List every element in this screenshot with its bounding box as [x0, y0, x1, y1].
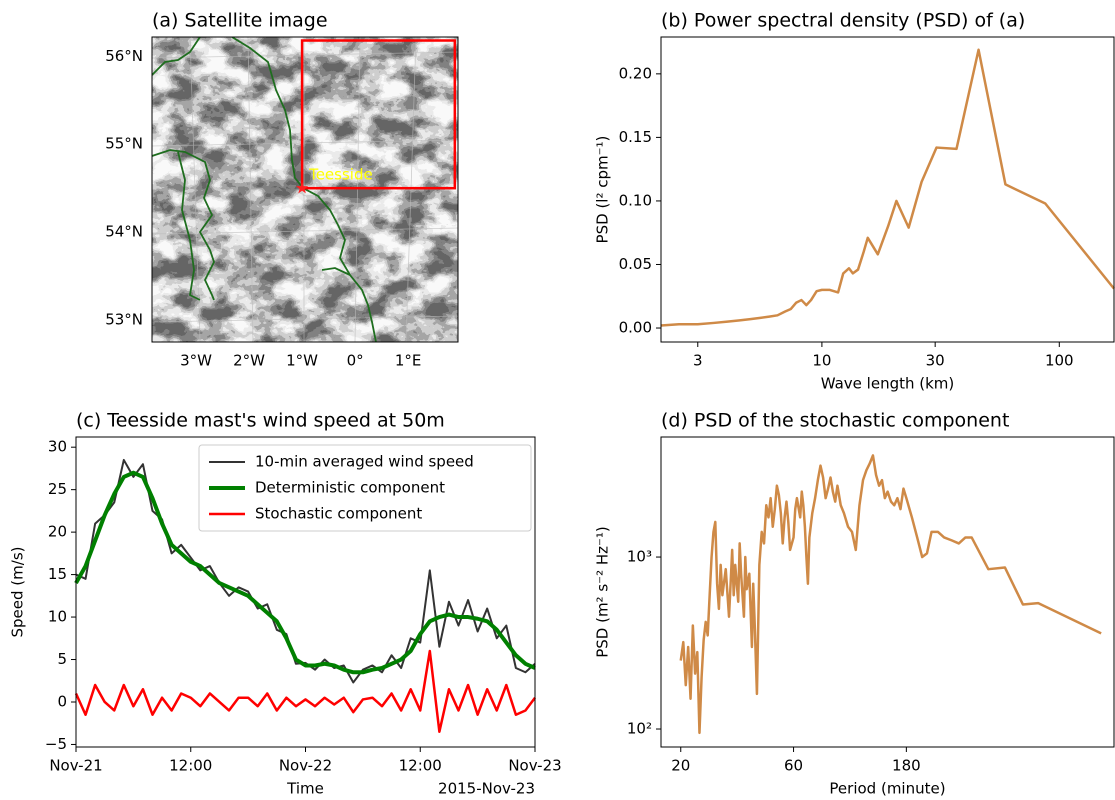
- x-tick-label: 3: [693, 352, 703, 370]
- panel-title: (c) Teesside mast's wind speed at 50m: [76, 410, 445, 432]
- y-tick-label: 0.20: [619, 64, 652, 82]
- data-line: [679, 454, 1102, 735]
- panel-title: (d) PSD of the stochastic component: [661, 410, 1009, 432]
- y-tick-label: 10: [48, 608, 67, 626]
- x-tick-label: 2°W: [233, 352, 265, 370]
- y-tick-label: 25: [48, 480, 67, 498]
- y-tick-label: 30: [48, 438, 67, 456]
- y-tick-label: 56°N: [105, 47, 143, 65]
- y-tick-label: 0.10: [619, 191, 652, 209]
- y-tick-label: 53°N: [105, 311, 143, 329]
- x-tick-label: 1°W: [286, 352, 318, 370]
- x-tick-label: 12:00: [399, 757, 442, 775]
- x-tick-label: 180: [892, 757, 921, 775]
- y-tick-label: 0.05: [619, 255, 652, 273]
- y-tick-label: 20: [48, 523, 67, 541]
- site-label: Teesside: [308, 166, 373, 184]
- panel-title: (b) Power spectral density (PSD) of (a): [661, 10, 1025, 32]
- y-tick-label: 54°N: [105, 223, 143, 241]
- data-line: [74, 470, 536, 675]
- y-tick-label: 55°N: [105, 135, 143, 153]
- x-tick-label: 1°E: [395, 352, 422, 370]
- site-marker: [295, 181, 309, 194]
- x-axis-label: Period (minute): [829, 780, 945, 798]
- y-tick-label: 0.00: [619, 319, 652, 337]
- axes-frame: [660, 436, 1115, 748]
- x-axis-label: Time: [286, 780, 324, 798]
- y-tick-label: 0.15: [619, 128, 652, 146]
- legend-label: Deterministic component: [255, 479, 445, 497]
- data-line: [75, 458, 536, 684]
- data-line: [74, 649, 536, 733]
- y-tick-label: 0: [57, 692, 67, 710]
- x-tick-label: Nov-21: [49, 757, 102, 775]
- y-tick-label: −5: [45, 735, 67, 753]
- y-tick-label: 15: [48, 565, 67, 583]
- region-box: [300, 39, 457, 190]
- y-tick-label: 10³: [627, 548, 652, 566]
- x-tick-label: Nov-22: [279, 757, 332, 775]
- x-tick-label: 12:00: [169, 757, 212, 775]
- axes-frame: [660, 36, 1115, 343]
- x-tick-label: 20: [671, 757, 690, 775]
- legend-label: 10-min averaged wind speed: [255, 453, 474, 471]
- y-tick-label: 10²: [627, 720, 652, 738]
- panel-title: (a) Satellite image: [152, 10, 328, 32]
- y-axis-label: PSD (l² cpm⁻¹): [594, 136, 612, 244]
- x-tick-label: 30: [926, 352, 945, 370]
- data-line: [660, 48, 1115, 327]
- x-tick-label: 60: [784, 757, 803, 775]
- x-axis-label: Wave length (km): [821, 375, 955, 393]
- axes-frame: [151, 36, 459, 343]
- y-axis-label: Speed (m/s): [9, 547, 27, 638]
- x-tick-label: 0°: [347, 352, 364, 370]
- x-tick-label: 100: [1045, 352, 1074, 370]
- legend-box: [198, 444, 532, 532]
- legend-label: Stochastic component: [255, 505, 422, 523]
- y-axis-label: PSD (m² s⁻² Hz⁻¹): [594, 526, 612, 658]
- y-tick-label: 5: [57, 650, 67, 668]
- axes-frame: [75, 436, 536, 748]
- x-tick-label: 10: [812, 352, 831, 370]
- satellite-image: [152, 37, 458, 342]
- x-tick-label: Nov-23: [508, 757, 561, 775]
- x-offset-label: 2015-Nov-23: [438, 780, 535, 798]
- x-tick-label: 3°W: [180, 352, 212, 370]
